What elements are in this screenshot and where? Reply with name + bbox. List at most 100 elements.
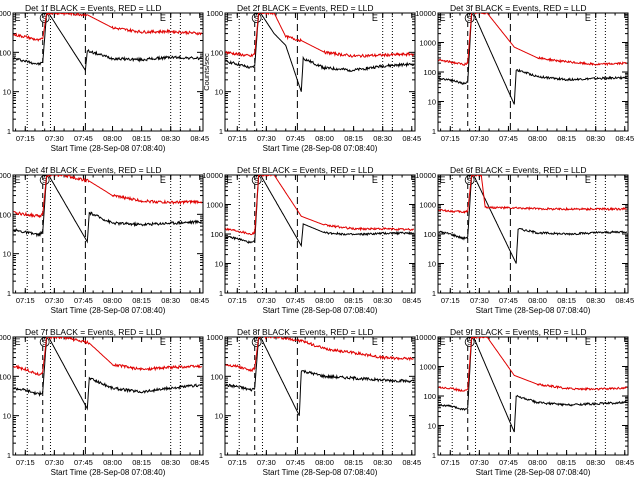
panel-det-3: Det 3f BLACK = Events, RED = LLD 1 10 100 10… [415,3,634,143]
marker-circle [251,13,262,23]
x-tick-label: 08:45 [190,134,209,143]
x-tick-label: 08:45 [402,134,421,143]
x-tick-label: 08:45 [615,458,634,467]
y-tick-label: 1000 [419,363,436,372]
series-group [225,337,415,416]
x-tick-label: 07:30 [257,458,276,467]
marker-circle [251,175,262,185]
plot-frame [437,336,629,456]
x-tick-label: 07:15 [16,458,35,467]
marker-label: E [160,13,166,23]
plot-frame [12,12,204,132]
x-axis-label: Start Time (28-Sep-08 07:08:40) [263,306,378,315]
series-group [13,175,203,244]
y-tick-label: 1 [432,451,436,460]
plot-title: Det 4f BLACK = Events, RED = LLD [25,165,162,175]
panel-det-8: Det 8f BLACK = Events, RED = LLD 1 10 100 10… [206,327,421,477]
x-tick-label: 07:45 [499,458,518,467]
series-group [13,13,203,72]
panel-det-6: Det 6f BLACK = Events, RED = LLD 1 10 100 10… [415,165,634,315]
y-tick-label: 1000 [0,171,11,180]
y-tick-label: 1 [219,127,223,136]
x-tick-label: 08:45 [190,458,209,467]
marker-label: E [585,13,591,23]
marker-label: E [440,337,446,347]
marker-label: S [254,176,259,185]
marker-label: E [227,175,233,185]
series-events-line [225,175,414,248]
marker-label: E [15,13,21,23]
marker-label: E [372,175,378,185]
x-tick-label: 08:15 [344,458,363,467]
x-axis-label: Start Time (28-Sep-08 07:08:40) [476,306,591,315]
y-tick-label: 1 [432,127,436,136]
y-tick-label: 10000 [415,333,436,342]
series-group [438,175,628,264]
y-tick-label: 1000 [206,201,223,210]
x-axis-label: Start Time (28-Sep-08 07:08:40) [263,144,378,153]
x-tick-label: 07:15 [228,296,247,305]
y-tick-label: 100 [0,48,11,57]
y-tick-label: 100 [0,210,11,219]
y-tick-label: 1 [219,289,223,298]
marker-label: E [372,13,378,23]
plot-frame [437,12,629,132]
y-tick-label: 100 [210,230,223,239]
x-tick-label: 08:30 [161,134,180,143]
x-tick-label: 08:45 [615,134,634,143]
x-tick-label: 07:30 [257,296,276,305]
y-tick-label: 10 [3,250,11,259]
x-tick-label: 08:30 [161,458,180,467]
x-tick-label: 08:00 [103,296,122,305]
marker-circle [464,337,475,347]
x-tick-label: 07:45 [499,296,518,305]
series-events-line [13,337,203,411]
y-tick-label: 10 [215,260,223,269]
x-tick-label: 08:30 [373,458,392,467]
plot-title: Det 8f BLACK = Events, RED = LLD [237,327,374,337]
x-tick-label: 08:00 [103,134,122,143]
marker-label: E [160,175,166,185]
x-tick-label: 08:15 [557,296,576,305]
marker-label: E [585,175,591,185]
x-axis-label: Start Time (28-Sep-08 07:08:40) [263,468,378,477]
marker-circle [39,337,50,347]
x-tick-label: 08:30 [586,296,605,305]
panel-det-1: Det 1f BLACK = Events, RED = LLD 1 10 100 10… [0,3,209,153]
x-tick-label: 08:15 [344,134,363,143]
series-events-line [438,337,628,433]
panel-det-5: Det 5f BLACK = Events, RED = LLD 1 10 100 10… [202,165,421,315]
series-lld-line [225,337,414,373]
x-tick-label: 08:45 [615,296,634,305]
series-lld-line [13,337,203,376]
x-tick-label: 08:00 [315,134,334,143]
marker-label: E [227,337,233,347]
x-tick-label: 08:30 [373,296,392,305]
series-events-line [225,337,415,416]
x-tick-label: 07:30 [45,296,64,305]
marker-label: E [440,13,446,23]
y-tick-label: 10 [215,88,223,97]
x-tick-label: 08:45 [402,458,421,467]
series-group [225,175,415,248]
y-tick-label: 1000 [0,333,11,342]
y-tick-label: 1 [7,289,11,298]
x-tick-label: 07:15 [228,134,247,143]
marker-label: E [227,13,233,23]
x-tick-label: 08:00 [315,296,334,305]
panel-det-9: Det 9f BLACK = Events, RED = LLD 1 10 100 10… [415,327,634,477]
y-tick-label: 10 [428,98,436,107]
series-group [13,337,203,411]
marker-label: E [440,175,446,185]
x-tick-label: 08:30 [586,134,605,143]
series-lld-line [13,175,203,219]
marker-label: S [42,176,47,185]
marker-label: S [467,176,472,185]
x-tick-label: 08:45 [190,296,209,305]
x-tick-label: 08:15 [557,458,576,467]
x-tick-label: 07:30 [470,134,489,143]
series-group [225,13,415,92]
x-tick-label: 08:15 [132,296,151,305]
